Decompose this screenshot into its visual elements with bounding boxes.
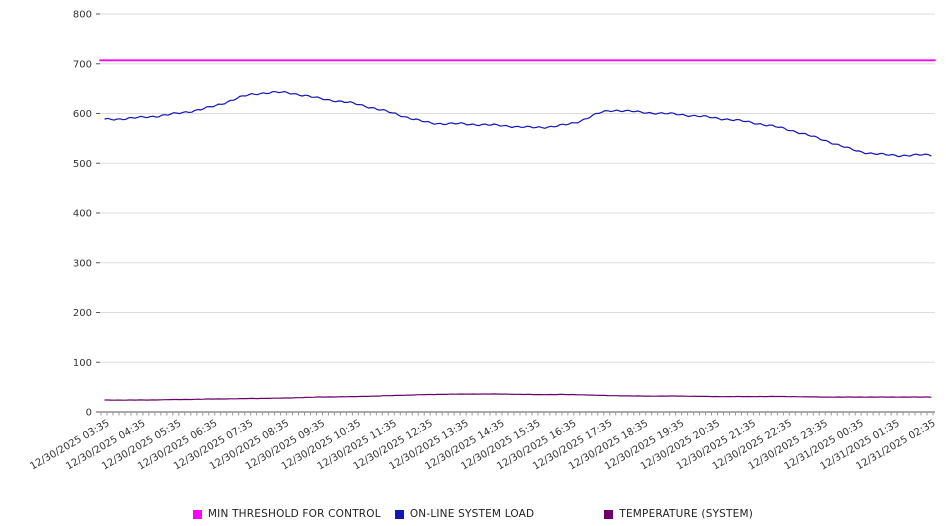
y-axis-label: 300 [73, 258, 92, 269]
y-axis-label: 600 [73, 109, 92, 120]
y-axis-label: 400 [73, 209, 92, 220]
legend-item[interactable]: TEMPERATURE (SYSTEM) [604, 508, 753, 520]
legend-swatch [394, 509, 404, 519]
y-axis-label: 0 [86, 408, 92, 419]
y-axis-label: 100 [73, 358, 92, 369]
y-axis-label: 800 [73, 10, 92, 21]
legend-swatch [604, 509, 614, 519]
legend-item[interactable]: MIN THRESHOLD FOR CONTROL [192, 508, 381, 520]
y-axis-label: 500 [73, 159, 92, 170]
legend-label: TEMPERATURE (SYSTEM) [619, 508, 754, 520]
y-axis-label: 200 [73, 308, 92, 319]
chart-legend: MIN THRESHOLD FOR CONTROL ON-LINE SYSTEM … [0, 508, 946, 520]
legend-label: MIN THRESHOLD FOR CONTROL [207, 508, 381, 520]
legend-item[interactable]: ON-LINE SYSTEM LOAD [394, 508, 535, 520]
y-axis-label: 700 [73, 59, 92, 70]
legend-swatch [192, 509, 202, 519]
series-line-2 [104, 393, 932, 401]
legend-label: ON-LINE SYSTEM LOAD [409, 508, 535, 520]
series-line-1 [104, 90, 932, 158]
